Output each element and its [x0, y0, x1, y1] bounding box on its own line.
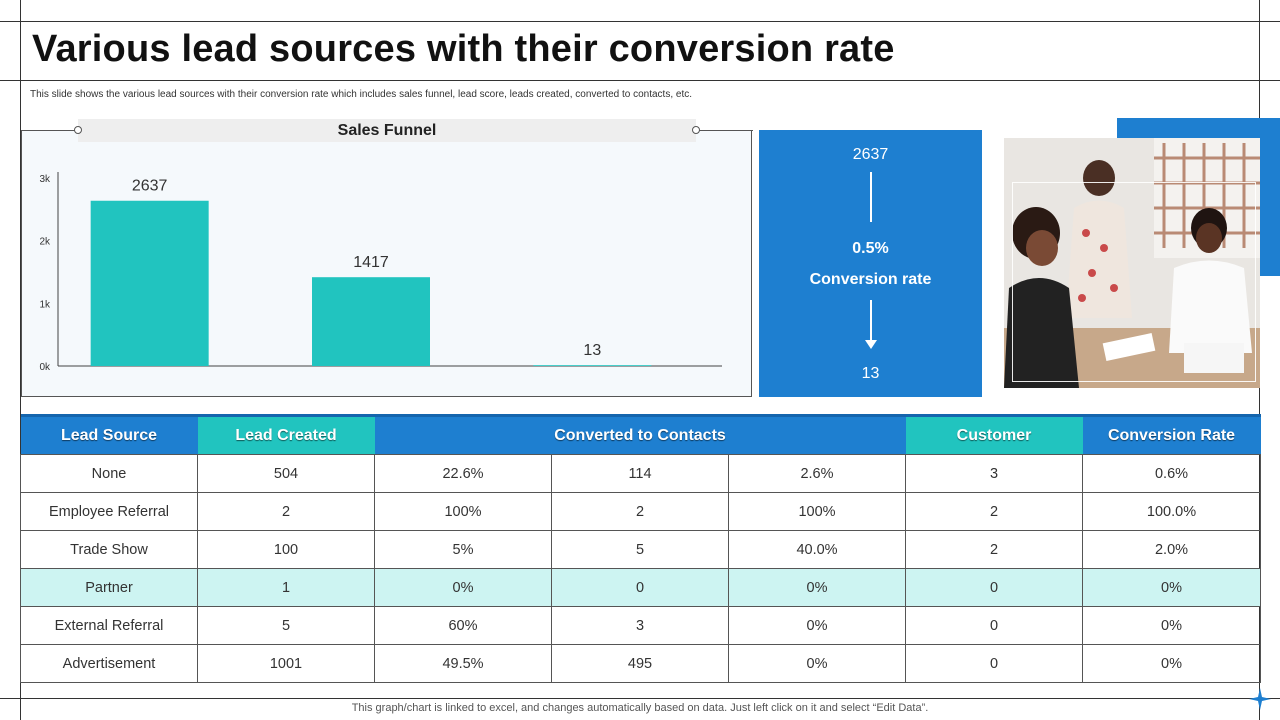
table-cell-source: Partner [20, 568, 198, 607]
chart-title: Sales Funnel [78, 119, 696, 142]
table-cell: 0% [1082, 644, 1262, 683]
frame-top-line [0, 21, 1280, 22]
table-cell: 0.6% [1082, 454, 1262, 493]
table-cell: 3 [551, 606, 729, 645]
table-cell-source: Advertisement [20, 644, 198, 683]
sparkle-icon [1249, 688, 1271, 710]
table-row: Trade Show 100 5% 5 40.0% 2 2.0% [20, 530, 1262, 569]
table-row: None 504 22.6% 114 2.6% 3 0.6% [20, 454, 1262, 493]
table-cell: 1001 [197, 644, 375, 683]
sales-funnel-chart[interactable]: 0k 1k 2k 3k 2637 1417 13 [22, 143, 750, 393]
table-cell: 0 [905, 644, 1084, 683]
table-cell: 0% [727, 644, 907, 683]
table-cell-source: None [20, 454, 198, 493]
y-tick-label: 3k [39, 174, 51, 185]
table-cell: 60% [374, 606, 552, 645]
header-lead-created: Lead Created [197, 414, 375, 455]
table-cell: 0% [374, 568, 552, 607]
table-cell: 100% [374, 492, 552, 531]
frame-bottom-line [0, 698, 1280, 699]
table-row: Partner 1 0% 0 0% 0 0% [20, 568, 1262, 607]
table-cell: 0% [1082, 606, 1262, 645]
table-cell: 100.0% [1082, 492, 1262, 531]
y-tick-label: 2k [39, 237, 51, 248]
table-cell: 49.5% [374, 644, 552, 683]
y-tick-label: 0k [39, 362, 51, 373]
conversion-line-bottom [870, 300, 872, 344]
y-tick-label: 1k [39, 299, 51, 310]
table-cell-source: Trade Show [20, 530, 198, 569]
table-cell: 495 [551, 644, 729, 683]
table-cell: 0 [905, 606, 1084, 645]
table-cell: 100% [727, 492, 907, 531]
frame-title-line [0, 80, 1280, 81]
table-cell-source: Employee Referral [20, 492, 198, 531]
chart-title-connector-right [700, 130, 753, 131]
table-cell: 2.6% [727, 454, 907, 493]
conversion-line-top [870, 172, 872, 222]
arrow-down-icon [865, 340, 877, 349]
bar-data-label: 1417 [353, 254, 389, 271]
table-cell: 40.0% [727, 530, 907, 569]
conversion-rate-label: Conversion rate [809, 271, 932, 288]
table-cell: 3 [905, 454, 1084, 493]
table-cell: 5% [374, 530, 552, 569]
table-cell: 5 [551, 530, 729, 569]
team-photo [1004, 138, 1260, 388]
team-photo-illustration [1004, 138, 1260, 388]
page-subtitle: This slide shows the various lead source… [30, 89, 693, 100]
table-cell: 0 [905, 568, 1084, 607]
bar-data-label: 13 [583, 342, 601, 359]
table-cell: 2 [905, 492, 1084, 531]
page-title: Various lead sources with their conversi… [32, 28, 895, 70]
photo-frame-border [1012, 182, 1256, 382]
table-cell: 2 [551, 492, 729, 531]
table-cell: 0 [551, 568, 729, 607]
table-cell: 0% [727, 606, 907, 645]
table-cell: 100 [197, 530, 375, 569]
table-cell: 22.6% [374, 454, 552, 493]
chart-title-connector-left [22, 130, 75, 131]
frame-left-line [20, 0, 21, 720]
footer-note: This graph/chart is linked to excel, and… [351, 702, 929, 714]
conversion-bottom-value: 13 [861, 365, 880, 382]
bar-3 [533, 365, 652, 366]
header-lead-source: Lead Source [20, 414, 198, 455]
table-cell: 114 [551, 454, 729, 493]
table-cell: 0% [1082, 568, 1262, 607]
lead-sources-table: Lead Source Lead Created Converted to Co… [20, 414, 1262, 683]
header-conversion-rate: Conversion Rate [1082, 414, 1261, 455]
bar-data-label: 2637 [132, 178, 168, 195]
conversion-rate-value: 0.5% [852, 240, 889, 257]
table-row: Employee Referral 2 100% 2 100% 2 100.0% [20, 492, 1262, 531]
table-cell: 2.0% [1082, 530, 1262, 569]
table-cell: 5 [197, 606, 375, 645]
table-cell: 504 [197, 454, 375, 493]
chart-title-handle-left [74, 126, 82, 134]
conversion-top-value: 2637 [852, 146, 889, 163]
bar-1 [90, 200, 209, 366]
conversion-panel: 2637 0.5% Conversion rate 13 [759, 130, 982, 397]
table-cell: 2 [197, 492, 375, 531]
table-row: Advertisement 1001 49.5% 495 0% 0 0% [20, 644, 1262, 683]
table-header-row: Lead Source Lead Created Converted to Co… [20, 414, 1261, 455]
table-cell: 2 [905, 530, 1084, 569]
header-converted-to-contacts: Converted to Contacts [374, 414, 906, 455]
table-cell: 1 [197, 568, 375, 607]
header-customer: Customer [905, 414, 1083, 455]
table-cell-source: External Referral [20, 606, 198, 645]
bar-2 [312, 277, 430, 366]
table-row: External Referral 5 60% 3 0% 0 0% [20, 606, 1262, 645]
chart-title-handle-right [692, 126, 700, 134]
table-cell: 0% [727, 568, 907, 607]
